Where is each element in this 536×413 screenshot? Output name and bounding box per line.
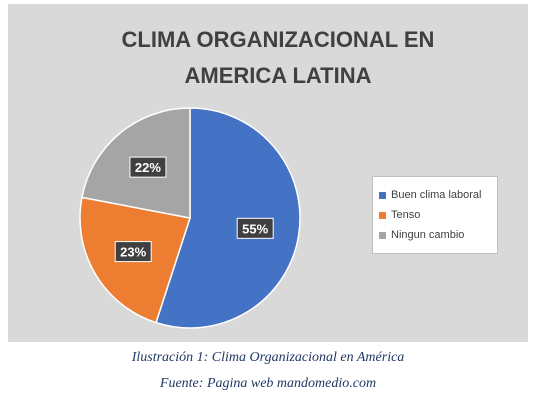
- legend-item-ningun-cambio: Ningun cambio: [379, 225, 491, 245]
- data-label-text: 22%: [135, 160, 161, 175]
- figure-source: Fuente: Pagina web mandomedio.com: [159, 376, 377, 391]
- legend-swatch: [379, 231, 386, 239]
- chart-area: CLIMA ORGANIZACIONAL EN AMERICA LATINA 5…: [8, 4, 528, 342]
- legend-item-buen-clima-laboral: Buen clima laboral: [379, 185, 491, 205]
- legend-swatch: [379, 211, 386, 219]
- pie-slice-buen-clima-laboral: [155, 107, 301, 329]
- figure-caption: Ilustración 1: Clima Organizacional en A…: [131, 350, 405, 365]
- legend-item-tenso: Tenso: [379, 205, 491, 225]
- chart-title: CLIMA ORGANIZACIONAL EN AMERICA LATINA: [68, 22, 488, 94]
- data-label-box: [114, 241, 152, 263]
- pie-chart: 55% 23% 22%: [79, 107, 301, 329]
- legend-label: Buen clima laboral: [391, 189, 482, 201]
- data-label-ningun-cambio: 22%: [129, 156, 167, 178]
- data-label-tenso: 23%: [114, 241, 152, 263]
- pie-data-labels: 55% 23% 22%: [114, 156, 274, 263]
- chart-title-line-2: AMERICA LATINA: [184, 63, 372, 88]
- chart-title-line-1: CLIMA ORGANIZACIONAL EN: [121, 27, 435, 52]
- legend-swatch: [379, 191, 386, 199]
- data-label-buen-clima-laboral: 55%: [236, 217, 274, 239]
- data-label-text: 55%: [242, 221, 268, 236]
- data-label-box: [236, 217, 274, 239]
- data-label-text: 23%: [120, 245, 146, 260]
- data-label-box: [129, 156, 167, 178]
- legend-label: Ningun cambio: [391, 229, 465, 241]
- legend-label: Tenso: [391, 209, 421, 221]
- chart-legend: Buen clima laboral Tenso Ningun cambio: [372, 176, 498, 254]
